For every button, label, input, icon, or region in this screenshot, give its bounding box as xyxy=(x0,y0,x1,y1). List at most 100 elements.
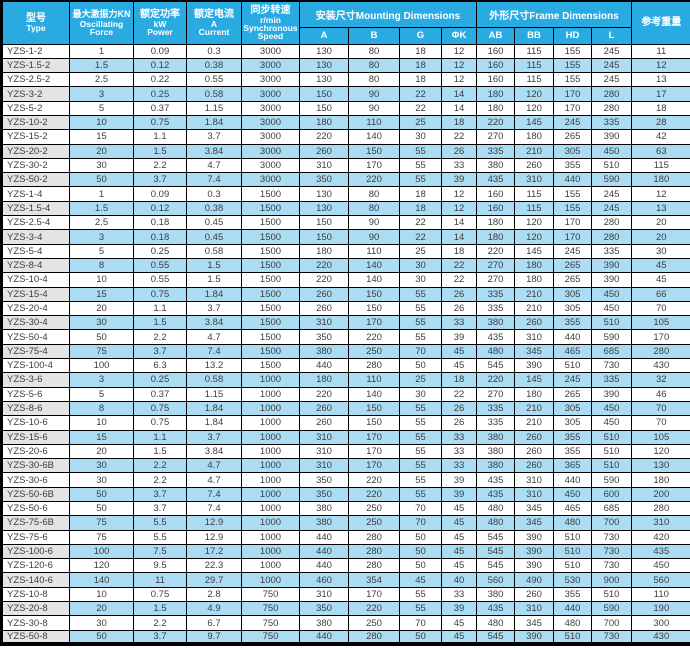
value-cell: 55 xyxy=(399,172,442,188)
value-cell: 0.09 xyxy=(133,186,187,202)
value-cell: 0.25 xyxy=(133,243,187,259)
value-cell: 130 xyxy=(299,186,349,202)
value-cell: 33 xyxy=(440,429,478,445)
value-cell: 110 xyxy=(631,586,690,603)
table-row: YZS-75-4 75 3.7 7.4 1500 380 250 70 45 480 345 465 6… xyxy=(1,343,690,360)
model-cell: YZS-20-4 xyxy=(1,300,70,317)
value-cell: 12 xyxy=(631,186,690,202)
table-row: YZS-20-4 20 1.1 3.7 1500 260 150 55 26 335 210 305 4… xyxy=(1,300,690,317)
value-cell: 55 xyxy=(399,458,442,474)
value-cell: 380 xyxy=(476,429,516,445)
value-cell: 170 xyxy=(348,443,400,460)
value-cell: 170 xyxy=(348,458,400,474)
value-cell: 510 xyxy=(553,629,593,645)
value-cell: 220 xyxy=(476,114,516,131)
value-cell: 190 xyxy=(631,601,690,617)
value-cell: 140 xyxy=(348,386,400,402)
value-cell: 0.75 xyxy=(133,415,187,431)
value-cell: 245 xyxy=(553,372,593,388)
value-cell: 560 xyxy=(631,572,690,588)
table-row: YZS-75-6 75 5.5 12.9 1000 440 280 50 45 545 390 510… xyxy=(1,529,690,545)
table-row: YZS-75-6B 75 5.5 12.9 1000 380 250 70 45 480 345 48… xyxy=(1,515,690,531)
value-cell: 280 xyxy=(348,529,400,545)
table-row: YZS-5-2 5 0.37 1.15 3000 150 90 22 14 180 120 170 28… xyxy=(1,100,690,116)
value-cell: 100 xyxy=(69,543,134,560)
value-cell: 335 xyxy=(476,400,516,417)
header-dim-b: B xyxy=(348,26,400,45)
value-cell: 265 xyxy=(553,272,593,288)
value-cell: 30 xyxy=(399,257,442,274)
value-cell: 25 xyxy=(399,114,442,131)
value-cell: 115 xyxy=(514,186,555,202)
value-cell: 280 xyxy=(591,100,633,116)
value-cell: 245 xyxy=(591,72,633,88)
value-cell: 345 xyxy=(514,500,555,517)
value-cell: 22 xyxy=(440,129,478,145)
value-cell: 9.5 xyxy=(133,558,187,574)
value-cell: 0.25 xyxy=(133,372,187,388)
value-cell: 20 xyxy=(69,443,134,460)
value-cell: 39 xyxy=(440,601,478,617)
value-cell: 1.5 xyxy=(133,143,187,159)
value-cell: 50 xyxy=(69,500,134,517)
table-row: YZS-30-8 30 2.2 6.7 750 380 250 70 45 480 345 480 70… xyxy=(1,615,690,631)
value-cell: 220 xyxy=(348,486,400,503)
value-cell: 55 xyxy=(399,415,442,431)
value-cell: 0.37 xyxy=(133,100,187,116)
value-cell: 260 xyxy=(299,400,349,417)
value-cell: 45 xyxy=(440,343,478,360)
value-cell: 440 xyxy=(299,629,349,645)
header-type-zh: 型号 xyxy=(26,13,46,25)
model-cell: YZS-5-2 xyxy=(1,100,70,116)
value-cell: 70 xyxy=(631,400,690,417)
value-cell: 545 xyxy=(476,529,516,545)
header-dim-hd: HD xyxy=(553,26,593,45)
value-cell: 33 xyxy=(440,315,478,331)
header-power: 额定功率 kW Power xyxy=(133,0,187,45)
value-cell: 30 xyxy=(631,243,690,259)
value-cell: 5.5 xyxy=(133,529,187,545)
value-cell: 180 xyxy=(476,100,516,116)
value-cell: 590 xyxy=(591,472,633,488)
value-cell: 14 xyxy=(440,215,478,231)
value-cell: 345 xyxy=(514,343,555,360)
value-cell: 18 xyxy=(440,372,478,388)
value-cell: 1.1 xyxy=(133,429,187,445)
value-cell: 390 xyxy=(591,257,633,274)
value-cell: 305 xyxy=(553,300,593,317)
value-cell: 20 xyxy=(69,601,134,617)
value-cell: 0.55 xyxy=(186,72,242,88)
value-cell: 45 xyxy=(399,572,442,588)
value-cell: 105 xyxy=(631,315,690,331)
value-cell: 33 xyxy=(440,586,478,603)
value-cell: 0.75 xyxy=(133,400,187,417)
value-cell: 7.4 xyxy=(186,343,242,360)
value-cell: 75 xyxy=(69,515,134,531)
value-cell: 17.2 xyxy=(186,543,242,560)
value-cell: 260 xyxy=(299,415,349,431)
value-cell: 20 xyxy=(69,143,134,159)
value-cell: 3.7 xyxy=(133,629,187,645)
model-cell: YZS-100-4 xyxy=(1,358,70,374)
value-cell: 180 xyxy=(476,215,516,231)
value-cell: 170 xyxy=(348,429,400,445)
value-cell: 8 xyxy=(69,400,134,417)
value-cell: 90 xyxy=(348,215,400,231)
value-cell: 1500 xyxy=(241,300,300,317)
value-cell: 55 xyxy=(399,286,442,302)
value-cell: 210 xyxy=(514,415,555,431)
header-type-en: Type xyxy=(26,23,46,34)
value-cell: 0.09 xyxy=(133,43,187,59)
header-dim-g: G xyxy=(399,26,442,45)
value-cell: 265 xyxy=(553,129,593,145)
value-cell: 15 xyxy=(69,286,134,302)
table-row: YZS-50-6B 50 3.7 7.4 1000 350 220 55 39 435 310 450… xyxy=(1,486,690,503)
value-cell: 430 xyxy=(631,358,690,374)
value-cell: 170 xyxy=(553,215,593,231)
value-cell: 7.5 xyxy=(133,543,187,560)
value-cell: 55 xyxy=(399,329,442,345)
value-cell: 510 xyxy=(591,315,633,331)
value-cell: 50 xyxy=(69,629,134,645)
value-cell: 2.2 xyxy=(133,329,187,345)
